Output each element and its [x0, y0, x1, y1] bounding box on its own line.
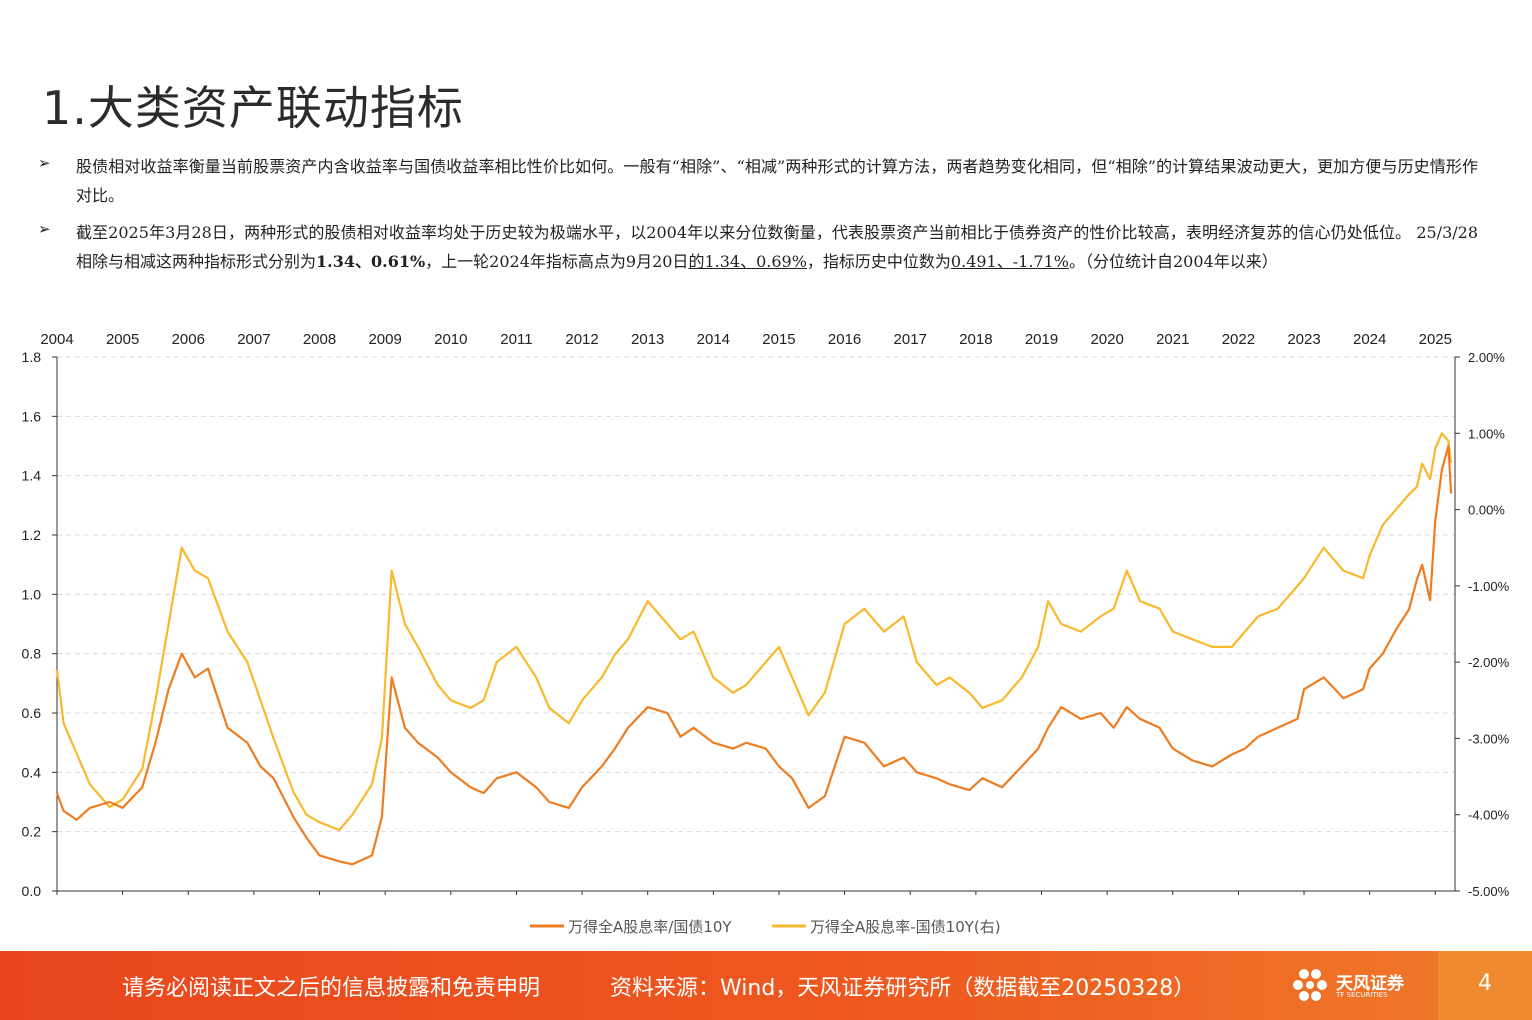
page-title: 1.大类资产联动指标 [42, 81, 464, 135]
text-segment: ，指标历史中位数为 [806, 252, 951, 271]
x-tick-label: 2022 [1222, 331, 1255, 348]
bullet-item: ➢ 截至2025年3月28日，两种形式的股债相对收益率均处于历史较为极端水平，以… [38, 218, 1478, 276]
footer-bar: 请务必阅读正文之后的信息披露和免责申明 资料来源：Wind，天风证券研究所（数据… [0, 951, 1532, 1020]
logo-name-en: TF SECURITIES [1336, 991, 1388, 999]
x-tick-label: 2020 [1090, 331, 1123, 348]
y-left-tick-label: 0.0 [22, 883, 42, 899]
x-tick-label: 2018 [959, 331, 992, 348]
text-segment: 的1.34、0.69% [688, 252, 807, 271]
y-left-tick-label: 0.6 [22, 705, 42, 721]
x-tick-label: 2004 [40, 331, 73, 348]
y-left-tick-label: 1.2 [22, 527, 42, 543]
bullet-text: 股债相对收益率衡量当前股票资产内含收益率与国债收益率相比性价比如何。一般有“相除… [76, 152, 1478, 210]
chart-grid [57, 356, 1455, 833]
bullet-text: 截至2025年3月28日，两种形式的股债相对收益率均处于历史较为极端水平，以20… [76, 218, 1478, 276]
x-tick-label: 2008 [303, 331, 336, 348]
series-lines [55, 432, 1453, 866]
page-number-box [1438, 951, 1532, 1020]
x-tick-label: 2023 [1287, 331, 1320, 348]
x-tick-label: 2014 [697, 331, 730, 348]
text-segment: 。（分位统计自2004年以来） [1068, 252, 1278, 271]
series-line [55, 444, 1453, 866]
legend-label: 万得全A股息率-国债10Y(右) [810, 918, 1001, 936]
y-left-tick-label: 1.6 [22, 408, 42, 424]
text-segment: 股债相对收益率衡量当前股票资产内含收益率与国债收益率相比性价比如何。一般有“相除… [76, 157, 1478, 205]
text-segment: 截至2025年3月28日，两种形式的股债相对收益率均处于历史较为极端水平，以20… [76, 223, 1478, 271]
y-left-tick-label: 1.4 [22, 468, 42, 484]
dividend-yield-chart: 2004 2005 2006 2007 2008 2009 2010 2011 2012 2013… [22, 331, 1510, 936]
text-segment: ，上一轮2024年指标高点为9月20日 [425, 252, 689, 271]
legend-label: 万得全A股息率/国债10Y [568, 918, 732, 936]
bullet-list: ➢ 股债相对收益率衡量当前股票资产内含收益率与国债收益率相比性价比如何。一般有“… [38, 152, 1478, 284]
data-source-text: 资料来源：Wind，天风证券研究所（数据截至20250328） [610, 976, 1196, 1001]
x-tick-label: 2016 [828, 331, 861, 348]
x-tick-label: 2024 [1353, 331, 1386, 348]
x-tick-label: 2021 [1156, 331, 1189, 348]
left-y-axis: 0.0 0.2 0.4 0.6 0.8 1.0 1.2 1.4 1.6 1.8 [22, 349, 57, 899]
y-right-tick-label: 2.00% [1468, 350, 1505, 365]
y-left-tick-label: 1.8 [22, 349, 42, 365]
x-tick-label: 2006 [172, 331, 205, 348]
arrow-bullet-icon: ➢ [38, 154, 51, 172]
y-right-tick-label: -1.00% [1468, 579, 1510, 594]
x-tick-label: 2010 [434, 331, 467, 348]
y-right-tick-label: 1.00% [1468, 426, 1505, 441]
x-tick-label: 2007 [237, 331, 270, 348]
chart-legend: 万得全A股息率/国债10Y 万得全A股息率-国债10Y(右) [530, 918, 1001, 936]
x-tick-label: 2005 [106, 331, 139, 348]
bullet-item: ➢ 股债相对收益率衡量当前股票资产内含收益率与国债收益率相比性价比如何。一般有“… [38, 152, 1478, 210]
y-left-tick-label: 0.4 [22, 764, 42, 780]
text-segment: 1.34、0.61% [316, 252, 426, 271]
y-left-tick-label: 0.2 [22, 824, 42, 840]
x-tick-label: 2019 [1025, 331, 1058, 348]
x-tick-label: 2012 [565, 331, 598, 348]
arrow-bullet-icon: ➢ [38, 220, 51, 238]
y-right-tick-label: 0.00% [1468, 503, 1505, 518]
series-line [55, 432, 1453, 832]
x-tick-label: 2017 [894, 331, 927, 348]
disclaimer-text: 请务必阅读正文之后的信息披露和免责申明 [122, 976, 541, 1001]
page-number: 4 [1478, 971, 1492, 996]
y-right-tick-label: -2.00% [1468, 655, 1510, 670]
x-tick-label: 2025 [1419, 331, 1452, 348]
y-right-tick-label: -5.00% [1468, 884, 1510, 899]
y-right-tick-label: -4.00% [1468, 808, 1510, 823]
x-tick-label: 2013 [631, 331, 664, 348]
x-tick-label: 2015 [762, 331, 795, 348]
y-right-tick-label: -3.00% [1468, 731, 1510, 746]
logo-name-cn: 天风证券 [1336, 974, 1404, 994]
company-logo: 天风证券 TF SECURITIES [1290, 965, 1440, 1007]
y-left-tick-label: 0.8 [22, 646, 42, 662]
tf-flower-logo-icon [1293, 969, 1327, 1001]
y-left-tick-label: 1.0 [22, 586, 42, 602]
right-y-axis: 2.00% 1.00% 0.00% -1.00% -2.00% -3.00% -4.00% -… [1455, 350, 1510, 899]
x-axis-ticks: 2004 2005 2006 2007 2008 2009 2010 2011 2012 2013… [40, 331, 1452, 895]
text-segment: 0.491、-1.71% [950, 252, 1069, 271]
chart-axes [56, 357, 1456, 892]
x-tick-label: 2009 [368, 331, 401, 348]
x-tick-label: 2011 [500, 331, 532, 348]
